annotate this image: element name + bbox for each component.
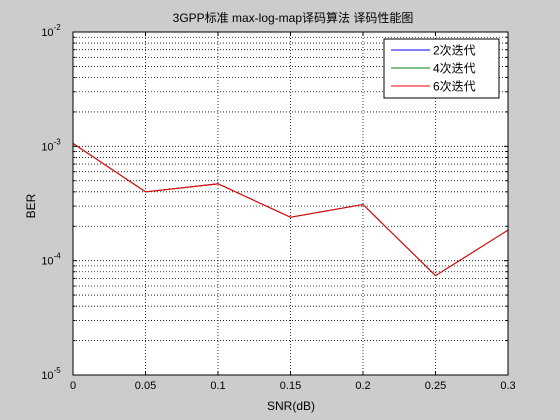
series-lines [72,143,509,277]
x-tick-label: 0.3 [500,380,515,392]
x-tick-label: 0.05 [135,380,156,392]
y-tick-label: 10-4 [41,252,61,268]
ticks [72,32,509,376]
legend-label-1: 2次迭代 [433,44,476,58]
y-tick-label: 10-5 [41,366,61,382]
x-tick-label: 0.2 [355,380,370,392]
x-tick-label: 0.15 [280,380,301,392]
x-tick-label: 0.25 [425,380,446,392]
x-tick-label: 0 [70,380,76,392]
legend-label-3: 6次迭代 [433,80,476,94]
y-tick-label: 10-3 [41,137,61,153]
y-tick-labels: 10-5 10-4 10-3 10-2 [41,23,61,382]
x-tick-label: 0.1 [210,380,225,392]
chart-title: 3GPP标准 max-log-map译码算法 译码性能图 [173,10,414,25]
x-axis-title: SNR(dB) [267,399,315,413]
legend: 2次迭代 4次迭代 6次迭代 [383,38,500,99]
x-tick-labels: 0 0.05 0.1 0.15 0.2 0.25 0.3 [70,380,516,392]
y-tick-label: 10-2 [41,23,61,39]
series-line-3 [72,143,509,277]
y-axis-title: BER [24,193,38,218]
legend-label-2: 4次迭代 [433,62,476,76]
